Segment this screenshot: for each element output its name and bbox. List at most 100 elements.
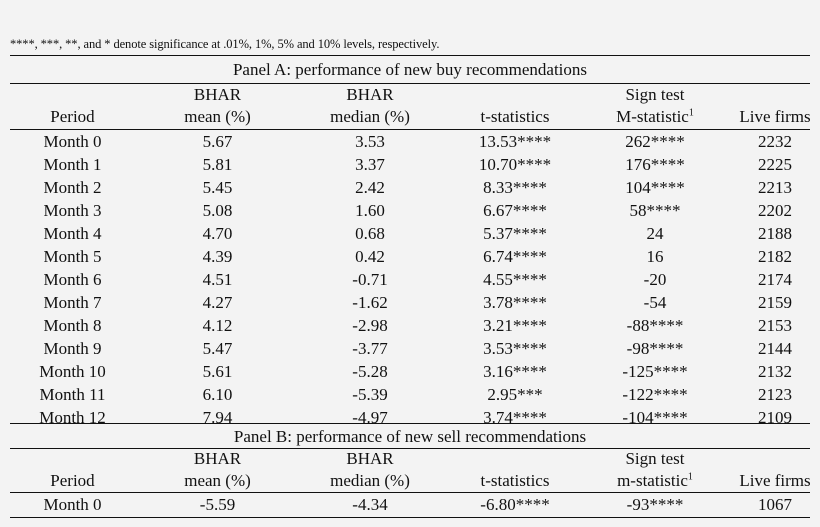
table-row: Month 12 7.94 -4.97 3.74**** -104**** 2109 — [10, 406, 820, 429]
table-cell: 0.42 — [355, 247, 385, 266]
panel-a-data-table: Month 0 5.67 3.53 13.53**** 262**** 2232 Month… — [10, 130, 820, 429]
table-cell: 2132 — [758, 362, 792, 381]
table-cell: -3.77 — [352, 339, 388, 358]
header-cell: Sign test — [625, 85, 685, 104]
table-cell: 2188 — [758, 224, 792, 243]
panel-a-header-rule — [10, 129, 810, 130]
table-cell: 16 — [646, 247, 664, 266]
table-cell: 3.21**** — [483, 316, 547, 335]
table-cell: -20 — [643, 270, 667, 289]
header-cell — [730, 84, 820, 105]
header-cell: m-statistic1 — [617, 471, 693, 490]
table-cell: 4.12 — [202, 316, 233, 335]
table-cell: Month 6 — [43, 270, 102, 289]
table-cell: 4.55**** — [483, 270, 547, 289]
table-cell: -5.28 — [352, 362, 388, 381]
table-row: Month 8 4.12 -2.98 3.21**** -88**** 2153 — [10, 314, 820, 337]
panel-b-header-rule — [10, 492, 810, 493]
header-cell — [10, 84, 135, 105]
table-cell: 3.78**** — [483, 293, 547, 312]
table-cell: Month 2 — [43, 178, 102, 197]
table-cell: 2.42 — [355, 178, 385, 197]
table-cell: 4.39 — [202, 247, 233, 266]
table-cell: 3.53 — [355, 132, 385, 151]
table-cell: 4.70 — [202, 224, 233, 243]
table-cell: 2.95*** — [487, 385, 543, 404]
table-cell: 2213 — [758, 178, 792, 197]
table-cell: 0.68 — [355, 224, 385, 243]
header-cell — [440, 448, 590, 469]
table-row: Month 3 5.08 1.60 6.67**** 58**** 2202 — [10, 199, 820, 222]
header-cell: Period — [50, 107, 95, 126]
table-cell: 3.53**** — [483, 339, 547, 358]
footnote-marker: 1 — [688, 107, 694, 119]
panel-b-header-top: BHAR BHAR Sign test — [10, 448, 820, 469]
header-cell: mean (%) — [184, 107, 251, 126]
header-cell: Live firms — [739, 471, 811, 490]
table-cell: -93**** — [626, 495, 684, 514]
table-cell: 7.94 — [202, 408, 233, 427]
panel-a-header-top: BHAR BHAR Sign test — [10, 84, 820, 105]
table-cell: Month 8 — [43, 316, 102, 335]
table-cell: 2232 — [758, 132, 792, 151]
table-cell: 5.81 — [202, 155, 233, 174]
table-cell: Month 1 — [43, 155, 102, 174]
table-cell: 6.74**** — [483, 247, 547, 266]
table-cell: 2202 — [758, 201, 792, 220]
panel-b-title: Panel B: performance of new sell recomme… — [233, 427, 587, 446]
top-rule — [10, 55, 810, 56]
table-cell: -1.62 — [352, 293, 388, 312]
header-cell: Period — [50, 471, 95, 490]
table-cell: Month 0 — [43, 495, 102, 514]
table-row: Month 2 5.45 2.42 8.33**** 104**** 2213 — [10, 176, 820, 199]
table-cell: -2.98 — [352, 316, 388, 335]
panel-b-header-bottom: Period mean (%) median (%) t-statistics … — [10, 469, 820, 492]
table-row: Month 10 5.61 -5.28 3.16**** -125**** 2132 — [10, 360, 820, 383]
table-cell: 3.16**** — [483, 362, 547, 381]
table-cell: 262**** — [625, 132, 685, 151]
table-cell: 6.10 — [202, 385, 233, 404]
table-cell: 5.67 — [202, 132, 233, 151]
table-cell: 2109 — [758, 408, 792, 427]
table-cell: -5.39 — [352, 385, 388, 404]
panel-b-table: BHAR BHAR Sign test Period mean (%) medi… — [10, 448, 820, 492]
header-cell: BHAR — [346, 85, 394, 104]
table-cell: 58**** — [629, 201, 681, 220]
table-cell: -4.34 — [352, 495, 388, 514]
table-cell: -88**** — [626, 316, 684, 335]
header-cell: median (%) — [330, 471, 410, 490]
table-cell: 4.51 — [202, 270, 233, 289]
bottom-rule — [10, 517, 810, 518]
panel-a-title: Panel A: performance of new buy recommen… — [232, 60, 588, 79]
table-cell: 4.27 — [202, 293, 233, 312]
header-cell: BHAR — [193, 85, 242, 104]
table-cell: 2159 — [758, 293, 792, 312]
table-row: Month 5 4.39 0.42 6.74**** 16 2182 — [10, 245, 820, 268]
header-cell — [10, 448, 135, 469]
table-cell: Month 0 — [43, 132, 102, 151]
table-cell: 2182 — [758, 247, 792, 266]
table-cell: Month 3 — [43, 201, 102, 220]
table-cell: -104**** — [622, 408, 688, 427]
table-cell: -0.71 — [352, 270, 388, 289]
table-row: Month 6 4.51 -0.71 4.55**** -20 2174 — [10, 268, 820, 291]
table-cell: 2123 — [758, 385, 792, 404]
header-cell: BHAR — [346, 449, 394, 468]
table-cell: 6.67**** — [483, 201, 547, 220]
table-cell: 104**** — [625, 178, 685, 197]
panel-b-data-table: Month 0 -5.59 -4.34 -6.80**** -93**** 1067 — [10, 493, 820, 516]
panel-a-table: BHAR BHAR Sign test Period mean (%) medi… — [10, 84, 820, 128]
table-cell: 1.60 — [355, 201, 385, 220]
header-cell: t-statistics — [480, 107, 550, 126]
table-cell: 5.47 — [202, 339, 233, 358]
header-cell — [730, 448, 820, 469]
table-cell: 2144 — [758, 339, 792, 358]
table-row: Month 1 5.81 3.37 10.70**** 176**** 2225 — [10, 153, 820, 176]
table-cell: -54 — [643, 293, 667, 312]
panel-b-top-rule — [10, 423, 810, 424]
header-cell: Sign test — [625, 449, 685, 468]
table-cell: -6.80**** — [480, 495, 550, 514]
table-row: Month 11 6.10 -5.39 2.95*** -122**** 2123 — [10, 383, 820, 406]
table-cell: 8.33**** — [483, 178, 547, 197]
